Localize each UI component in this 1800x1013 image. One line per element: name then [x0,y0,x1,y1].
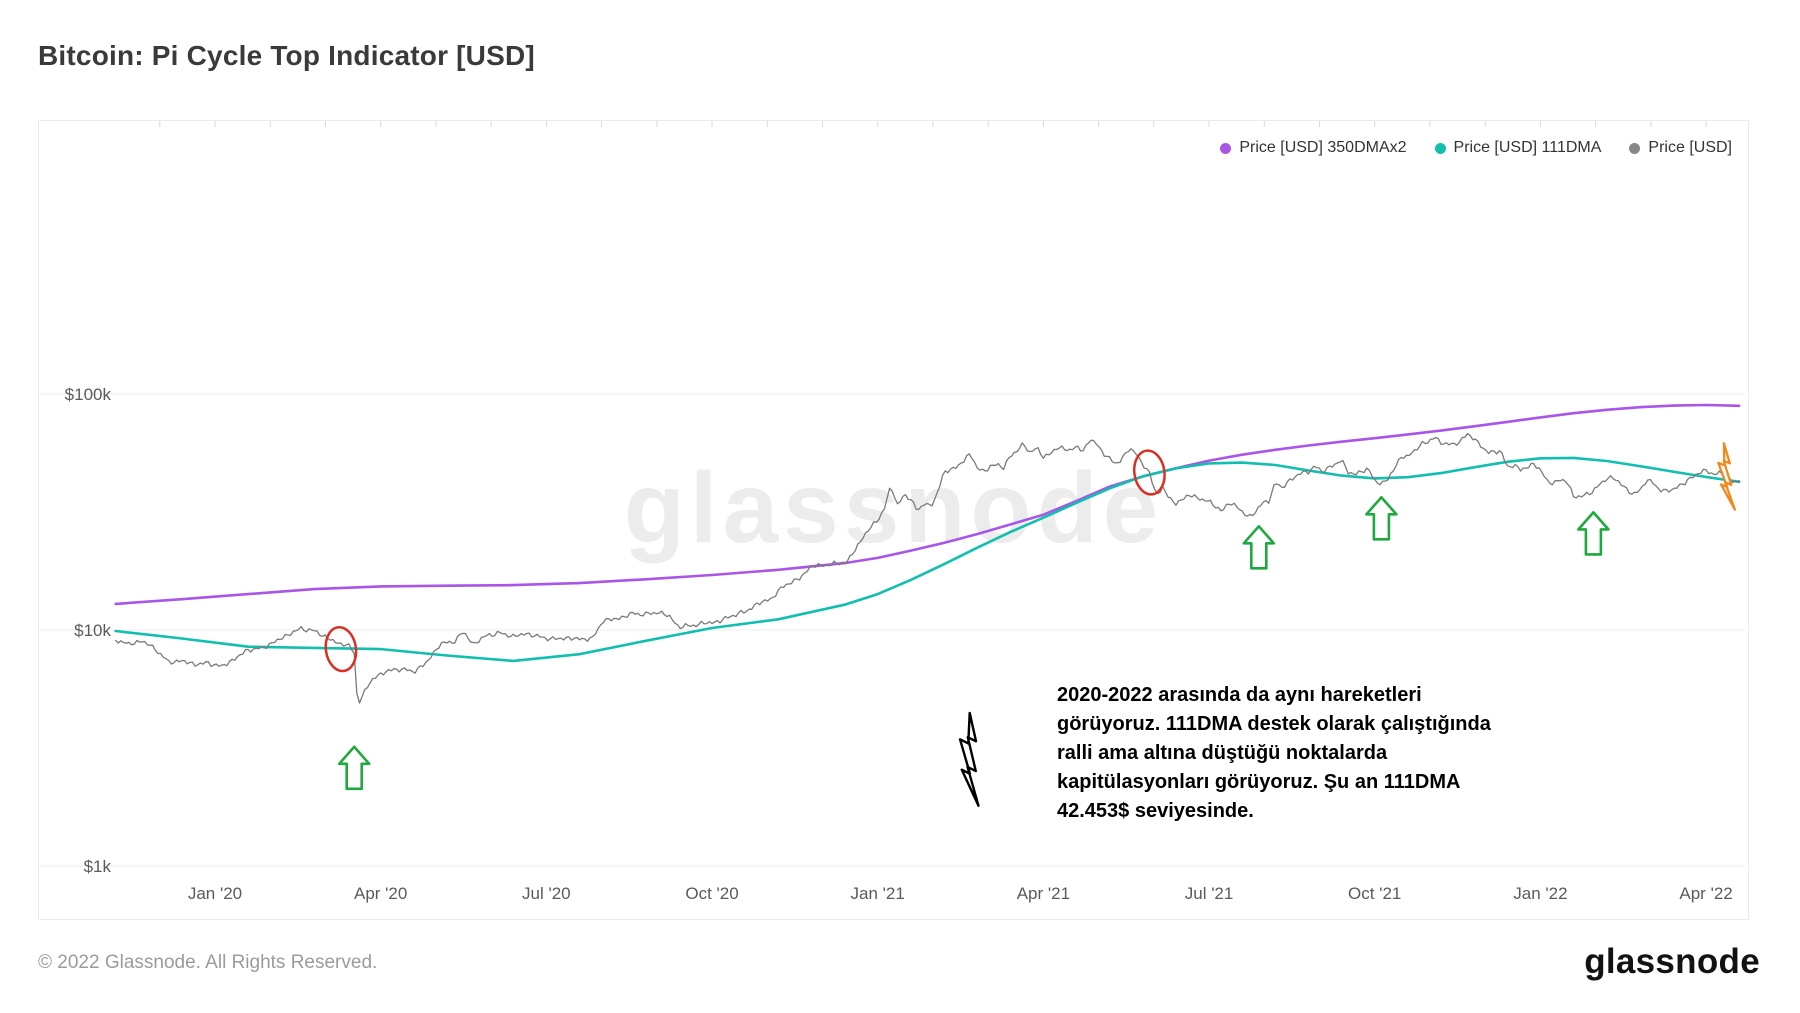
legend-label-350dmax2: Price [USD] 350DMAx2 [1239,139,1407,156]
price-chart-svg[interactable]: $100k $10k $1k Jan '20 Apr '20 Jul '20 Oct '20… [39,121,1746,917]
legend-label-111dma: Price [USD] 111DMA [1453,139,1602,156]
black-lightning-marker [958,711,980,807]
svg-text:Jan '21: Jan '21 [851,884,905,903]
red-circle-marker [324,625,358,673]
copyright-text: © 2022 Glassnode. All Rights Reserved. [38,952,378,973]
svg-text:$10k: $10k [74,621,111,640]
svg-text:Apr '22: Apr '22 [1679,884,1732,903]
green-up-arrow-marker [1242,524,1276,570]
svg-text:$1k: $1k [84,857,112,876]
svg-text:Jan '22: Jan '22 [1513,884,1567,903]
annotation-text: 2020-2022 arasında da aynı hareketleri g… [1057,684,1491,822]
page-title: Bitcoin: Pi Cycle Top Indicator [USD] [38,40,535,71]
chart-panel: glassnode $100k $10k $1k Jan '20 Apr '20 Jul … [38,120,1749,920]
svg-text:Jul '20: Jul '20 [522,884,571,903]
green-up-arrow-marker [1577,511,1610,556]
chart-legend: Price [USD] 350DMAx2 Price [USD] 111DMA … [1220,139,1732,157]
svg-text:Oct '20: Oct '20 [685,884,738,903]
red-circle-marker [1132,449,1166,496]
glassnode-watermark: glassnode [623,452,1164,564]
svg-text:Jan '20: Jan '20 [188,884,242,903]
green-up-arrow-marker [337,745,371,791]
svg-text:Apr '20: Apr '20 [354,884,407,903]
legend-dot-111dma [1434,142,1446,154]
svg-text:$100k: $100k [65,385,112,404]
legend-item-price[interactable]: Price [USD] [1629,139,1732,157]
green-up-arrow-marker [1365,495,1398,541]
legend-dot-350dmax2 [1220,142,1232,154]
svg-text:Jul '21: Jul '21 [1185,884,1234,903]
svg-text:Oct '21: Oct '21 [1348,884,1401,903]
legend-dot-price [1629,142,1641,154]
glassnode-logo: glassnode [1584,942,1760,981]
legend-item-111dma[interactable]: Price [USD] 111DMA [1434,139,1602,157]
svg-text:Apr '21: Apr '21 [1017,884,1070,903]
legend-label-price: Price [USD] [1648,139,1732,156]
orange-lightning-marker [1717,442,1737,511]
legend-item-350dmax2[interactable]: Price [USD] 350DMAx2 [1220,139,1407,157]
